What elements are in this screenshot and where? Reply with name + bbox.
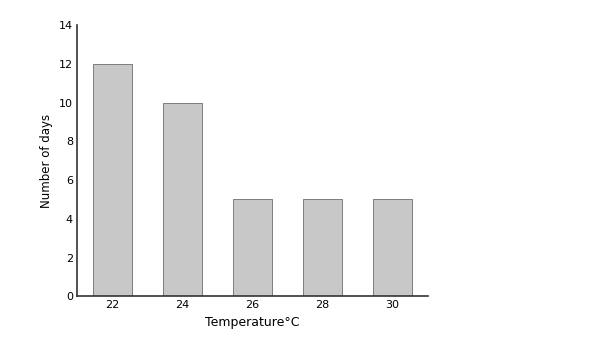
Y-axis label: Number of days: Number of days: [40, 114, 53, 208]
Bar: [233, 200, 271, 296]
Bar: [163, 102, 201, 296]
X-axis label: Temperature°C: Temperature°C: [205, 316, 300, 329]
Bar: [93, 64, 131, 296]
Bar: [374, 200, 412, 296]
Bar: [304, 200, 342, 296]
